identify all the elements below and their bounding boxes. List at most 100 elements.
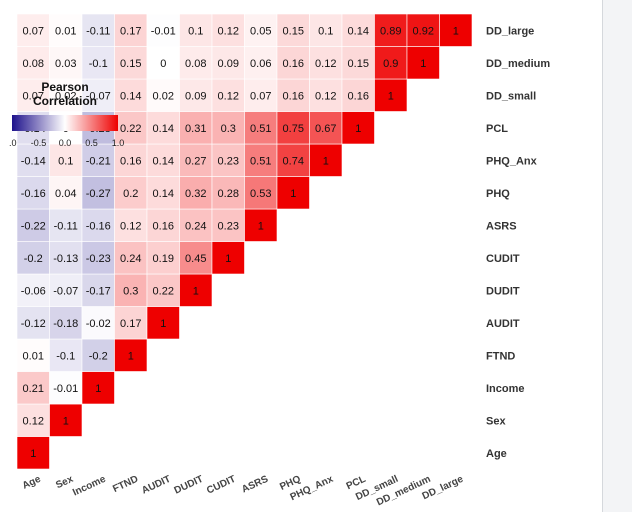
heatmap-cell [49, 78, 83, 112]
row-label: ASRS [486, 220, 517, 232]
cell-value: 0.17 [120, 318, 141, 330]
legend-tick: 0.0 [59, 138, 72, 148]
cell-value: 0.15 [283, 25, 304, 37]
heatmap-cell [81, 78, 115, 112]
legend-tick: -0.5 [31, 138, 47, 148]
legend-title-line1: Pearson [41, 80, 88, 94]
row-label: FTND [486, 350, 515, 362]
cell-value: 0.3 [123, 285, 138, 297]
row-label: AUDIT [486, 318, 520, 330]
cell-value: 0.24 [185, 220, 206, 232]
heatmap-cell [374, 13, 408, 47]
cell-value: -0.21 [86, 155, 111, 167]
cell-value: 0.28 [218, 188, 239, 200]
cell-value: 1 [193, 285, 199, 297]
heatmap-cell [81, 46, 115, 80]
cell-value: 1 [225, 253, 231, 265]
row-label: PHQ [486, 188, 510, 200]
cell-value: 0.23 [218, 220, 239, 232]
heatmap-cell [146, 78, 180, 112]
heatmap-cells: 10.12 10.21 -0.01 10.01 -0.1 -0.2 1-0.12 -0.18-… [16, 13, 473, 470]
cell-value: 0.32 [185, 188, 206, 200]
heatmap-cell [211, 176, 245, 210]
legend-title-line2: Correlation [33, 94, 97, 108]
row-label: Sex [486, 415, 506, 427]
heatmap-cell [49, 338, 83, 372]
heatmap-cell [49, 241, 83, 275]
heatmap-cell [211, 241, 245, 275]
cell-value: 0.07 [23, 90, 44, 102]
heatmap-cell [146, 176, 180, 210]
cell-value: 0.07 [250, 90, 271, 102]
cell-value: 0.74 [283, 155, 304, 167]
row-label: Income [486, 383, 525, 395]
heatmap-cell [276, 176, 310, 210]
cell-value: 0.03 [55, 58, 76, 70]
heatmap-cell [179, 208, 213, 242]
cell-value: 0.01 [55, 25, 76, 37]
cell-value: 1 [453, 25, 459, 37]
cell-value: 0.14 [348, 25, 369, 37]
cell-value: 1 [290, 188, 296, 200]
heatmap-cell [179, 241, 213, 275]
column-label: AUDIT [140, 474, 172, 497]
cell-value: 0.08 [23, 58, 44, 70]
cell-value: 0.08 [185, 58, 206, 70]
cell-value: -0.2 [89, 350, 108, 362]
heatmap-cell [309, 111, 343, 145]
heatmap-cell [16, 371, 50, 405]
legend-colorbar [12, 115, 118, 131]
column-label: CUDIT [205, 474, 237, 497]
legend-ticks: .0 -0.5 0.0 0.5 1.0 [9, 138, 124, 148]
cell-value: 1 [160, 318, 166, 330]
row-labels: Age Sex Income FTND AUDIT DUDIT CUDIT ASRS PHQ PH… [486, 25, 550, 460]
heatmap-cell [244, 46, 278, 80]
heatmap-cell [16, 241, 50, 275]
legend-tick: 0.5 [85, 138, 98, 148]
cell-value: -0.13 [53, 253, 78, 265]
heatmap-cell [114, 111, 148, 145]
cell-value: 0.16 [283, 58, 304, 70]
heatmap-cell [114, 241, 148, 275]
cell-value: 0.3 [221, 123, 236, 135]
column-label: FTND [111, 474, 140, 495]
cell-value: 0.12 [218, 25, 239, 37]
cell-value: 0.06 [250, 58, 271, 70]
cell-value: 0.01 [23, 350, 44, 362]
cell-value: 0.16 [283, 90, 304, 102]
heatmap-cell [49, 143, 83, 177]
cell-value: -0.1 [56, 350, 75, 362]
row-label: CUDIT [486, 253, 520, 265]
heatmap-cell [309, 13, 343, 47]
heatmap-cell [179, 143, 213, 177]
cell-value: 0.31 [185, 123, 206, 135]
heatmap-cell [49, 273, 83, 307]
cell-value: 0.21 [23, 383, 44, 395]
cell-value: 1 [420, 58, 426, 70]
cell-value: 0.12 [120, 220, 141, 232]
heatmap-cell [341, 111, 375, 145]
heatmap-cell [16, 403, 50, 437]
cell-value: 0.9 [383, 58, 398, 70]
row-label: DD_large [486, 25, 534, 37]
column-label: ASRS [240, 474, 270, 496]
heatmap-cell [81, 13, 115, 47]
cell-value: 0 [160, 58, 166, 70]
cell-value: -0.12 [21, 318, 46, 330]
cell-value: -0.01 [53, 383, 78, 395]
heatmap-cell [114, 306, 148, 340]
row-label: PCL [486, 123, 508, 135]
cell-value: -0.07 [53, 285, 78, 297]
cell-value: 0.02 [153, 90, 174, 102]
heatmap-cell [439, 13, 473, 47]
cell-value: 0.12 [218, 90, 239, 102]
heatmap-cell [114, 13, 148, 47]
cell-value: 1 [95, 383, 101, 395]
cell-value: 0.75 [283, 123, 304, 135]
cell-value: 0.05 [250, 25, 271, 37]
heatmap-cell [309, 78, 343, 112]
cell-value: 0.09 [185, 90, 206, 102]
cell-value: 0.1 [188, 25, 203, 37]
legend-tick: .0 [9, 138, 17, 148]
heatmap-cell [179, 176, 213, 210]
